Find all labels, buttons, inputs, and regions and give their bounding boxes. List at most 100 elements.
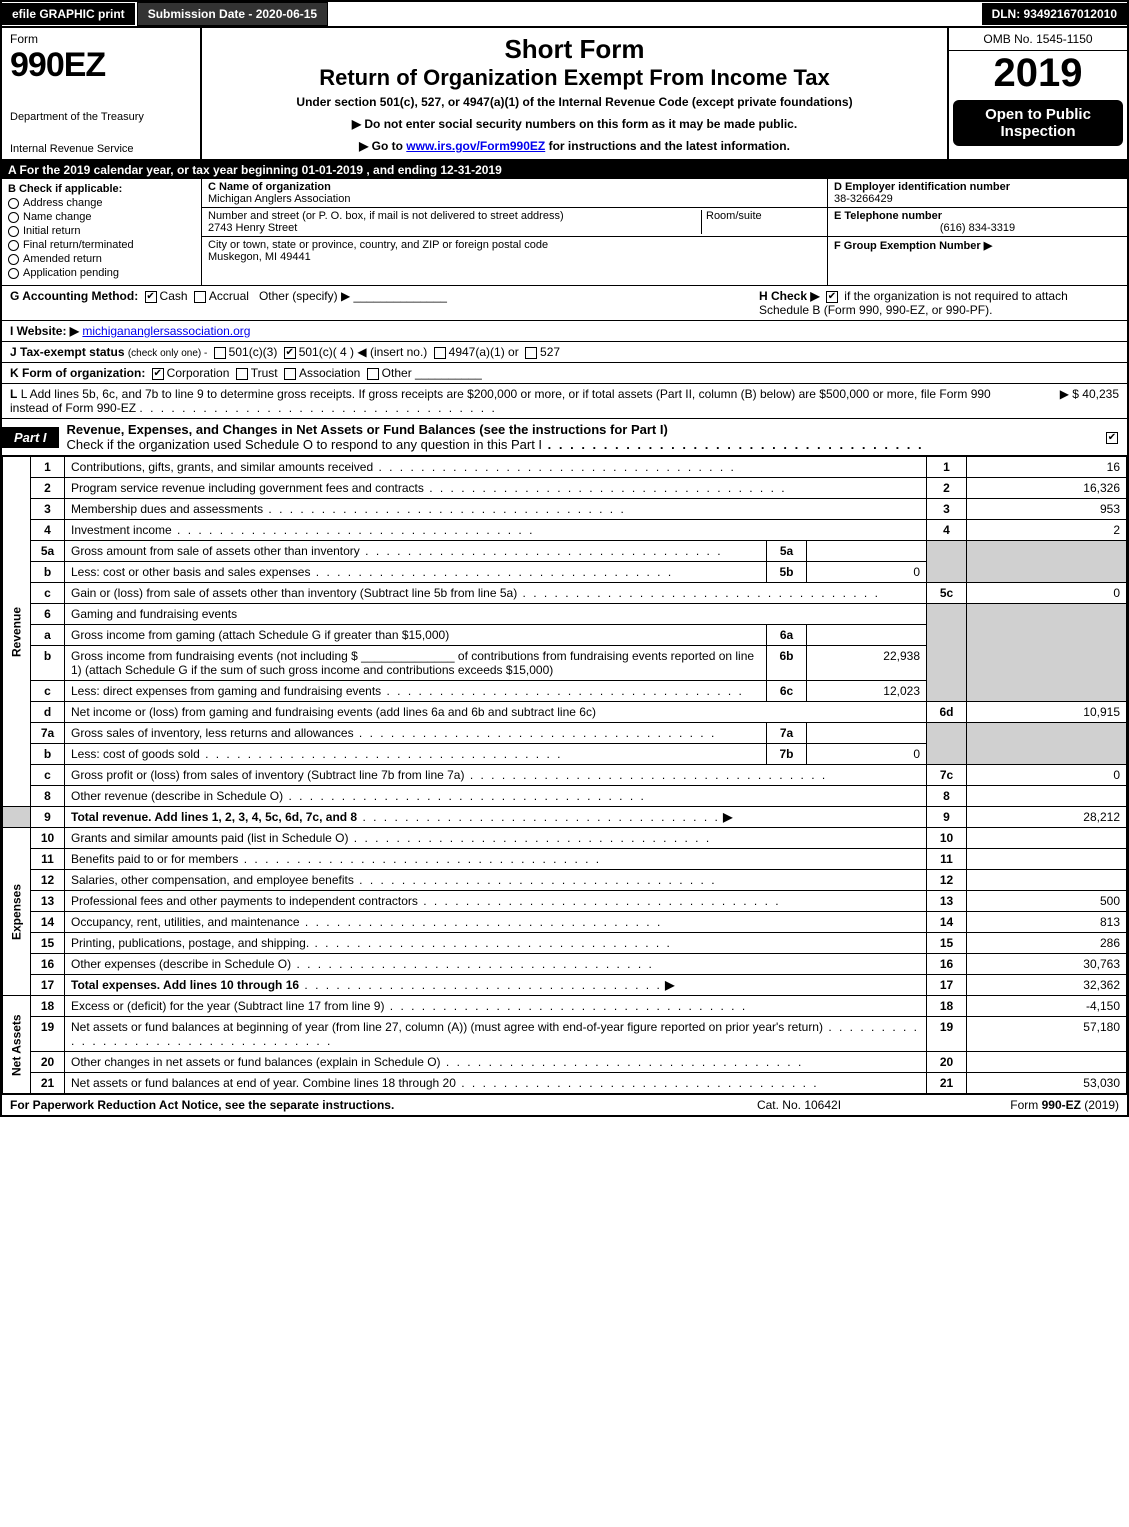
row-6: 6Gaming and fundraising events — [3, 604, 1127, 625]
checkbox-assoc[interactable] — [284, 368, 296, 380]
part1-table: Revenue 1 Contributions, gifts, grants, … — [2, 456, 1127, 1094]
c-label: C Name of organization — [208, 181, 331, 193]
city-label: City or town, state or province, country… — [208, 239, 548, 251]
box-b: B Check if applicable: Address change Na… — [2, 179, 202, 285]
opt-address-change[interactable]: Address change — [8, 197, 195, 209]
l-amount: ▶ $ 40,235 — [999, 387, 1119, 415]
note2-pre: ▶ Go to — [359, 139, 406, 153]
checkbox-501c3[interactable] — [214, 347, 226, 359]
checkbox-527[interactable] — [525, 347, 537, 359]
checkbox-corp[interactable] — [152, 368, 164, 380]
form-number: 990EZ — [10, 46, 192, 85]
instructions-link[interactable]: www.irs.gov/Form990EZ — [406, 139, 545, 153]
ein-value: 38-3266429 — [834, 193, 893, 205]
org-name: Michigan Anglers Association — [208, 193, 350, 205]
row-5a: 5aGross amount from sale of assets other… — [3, 541, 1127, 562]
checkbox-4947[interactable] — [434, 347, 446, 359]
row-11: 11Benefits paid to or for members11 — [3, 849, 1127, 870]
bubble-icon — [8, 268, 19, 279]
checkbox-accrual[interactable] — [194, 291, 206, 303]
bubble-icon — [8, 198, 19, 209]
phone-value: (616) 834-3319 — [834, 222, 1121, 234]
row-2: 2Program service revenue including gover… — [3, 478, 1127, 499]
short-form-title: Short Form — [208, 34, 941, 65]
form-subtitle: Under section 501(c), 527, or 4947(a)(1)… — [208, 95, 941, 109]
checkbox-h[interactable] — [826, 291, 838, 303]
form-header: Form 990EZ Department of the Treasury In… — [2, 28, 1127, 161]
opt-final-return[interactable]: Final return/terminated — [8, 239, 195, 251]
catalog-number: Cat. No. 10642I — [699, 1098, 899, 1112]
ssn-warning: ▶ Do not enter social security numbers o… — [208, 117, 941, 131]
box-def: D Employer identification number 38-3266… — [827, 179, 1127, 285]
dln-label: DLN: 93492167012010 — [982, 3, 1127, 25]
part1-header: Part I Revenue, Expenses, and Changes in… — [2, 419, 1127, 456]
row-12: 12Salaries, other compensation, and empl… — [3, 870, 1127, 891]
h-label: H Check ▶ — [759, 289, 820, 303]
g-label: G Accounting Method: — [10, 289, 138, 303]
opt-initial-return[interactable]: Initial return — [8, 225, 195, 237]
row-14: 14Occupancy, rent, utilities, and mainte… — [3, 912, 1127, 933]
page-footer: For Paperwork Reduction Act Notice, see … — [2, 1094, 1127, 1115]
form-title: Return of Organization Exempt From Incom… — [208, 65, 941, 91]
row-4: 4Investment income42 — [3, 520, 1127, 541]
row-7a: 7aGross sales of inventory, less returns… — [3, 723, 1127, 744]
bubble-icon — [8, 212, 19, 223]
k-label: K Form of organization: — [10, 366, 145, 380]
e-label: E Telephone number — [834, 210, 942, 222]
checkbox-trust[interactable] — [236, 368, 248, 380]
form-label: Form — [10, 32, 192, 46]
instructions-link-line: ▶ Go to www.irs.gov/Form990EZ for instru… — [208, 139, 941, 153]
row-17: 17Total expenses. Add lines 10 through 1… — [3, 975, 1127, 996]
checkbox-other[interactable] — [367, 368, 379, 380]
row-13: 13Professional fees and other payments t… — [3, 891, 1127, 912]
dept-irs: Internal Revenue Service — [10, 143, 192, 155]
row-7c: cGross profit or (loss) from sales of in… — [3, 765, 1127, 786]
d-label: D Employer identification number — [834, 181, 1010, 193]
part1-schedule-o-check[interactable] — [1106, 432, 1118, 444]
tax-period-line: A For the 2019 calendar year, or tax yea… — [2, 161, 1127, 179]
bubble-icon — [8, 240, 19, 251]
opt-amended-return[interactable]: Amended return — [8, 253, 195, 265]
ein-row: D Employer identification number 38-3266… — [828, 179, 1127, 208]
dept-treasury: Department of the Treasury — [10, 111, 192, 123]
omb-number: OMB No. 1545-1150 — [949, 28, 1127, 51]
header-right: OMB No. 1545-1150 2019 Open to Public In… — [947, 28, 1127, 159]
tax-year: 2019 — [949, 51, 1127, 96]
paperwork-notice: For Paperwork Reduction Act Notice, see … — [10, 1098, 699, 1112]
checkbox-cash[interactable] — [145, 291, 157, 303]
website-link[interactable]: michigananglersassociation.org — [82, 324, 250, 338]
group-exemption-row: F Group Exemption Number ▶ — [828, 237, 1127, 254]
entity-block: B Check if applicable: Address change Na… — [2, 179, 1127, 286]
part1-title: Revenue, Expenses, and Changes in Net As… — [59, 419, 1097, 455]
submission-date-button[interactable]: Submission Date - 2020-06-15 — [137, 2, 328, 26]
box-c: C Name of organization Michigan Anglers … — [202, 179, 827, 285]
efile-print-label[interactable]: efile GRAPHIC print — [2, 3, 135, 25]
row-19: 19Net assets or fund balances at beginni… — [3, 1017, 1127, 1052]
bubble-icon — [8, 226, 19, 237]
city-row: City or town, state or province, country… — [202, 237, 827, 265]
box-b-label: B Check if applicable: — [8, 183, 195, 195]
city-value: Muskegon, MI 49441 — [208, 251, 311, 263]
row-15: 15Printing, publications, postage, and s… — [3, 933, 1127, 954]
line-g-h: G Accounting Method: Cash Accrual Other … — [2, 286, 1127, 321]
part1-sub: Check if the organization used Schedule … — [67, 437, 543, 452]
line-l: L L Add lines 5b, 6c, and 7b to line 9 t… — [2, 384, 1127, 419]
line-j: J Tax-exempt status (check only one) - 5… — [2, 342, 1127, 363]
checkbox-501c[interactable] — [284, 347, 296, 359]
street-row: Number and street (or P. O. box, if mail… — [202, 208, 827, 237]
row-20: 20Other changes in net assets or fund ba… — [3, 1052, 1127, 1073]
line-i: I Website: ▶ michigananglersassociation.… — [2, 321, 1127, 342]
j-label: J Tax-exempt status — [10, 345, 125, 359]
phone-row: E Telephone number (616) 834-3319 — [828, 208, 1127, 237]
row-1: Revenue 1 Contributions, gifts, grants, … — [3, 457, 1127, 478]
top-bar: efile GRAPHIC print Submission Date - 20… — [2, 2, 1127, 28]
j-text: (check only one) - — [128, 348, 207, 359]
i-label: I Website: ▶ — [10, 324, 79, 338]
row-9: 9Total revenue. Add lines 1, 2, 3, 4, 5c… — [3, 807, 1127, 828]
row-18: Net Assets 18Excess or (deficit) for the… — [3, 996, 1127, 1017]
room-label: Room/suite — [706, 210, 762, 222]
header-left: Form 990EZ Department of the Treasury In… — [2, 28, 202, 159]
opt-name-change[interactable]: Name change — [8, 211, 195, 223]
row-6d: dNet income or (loss) from gaming and fu… — [3, 702, 1127, 723]
opt-application-pending[interactable]: Application pending — [8, 267, 195, 279]
